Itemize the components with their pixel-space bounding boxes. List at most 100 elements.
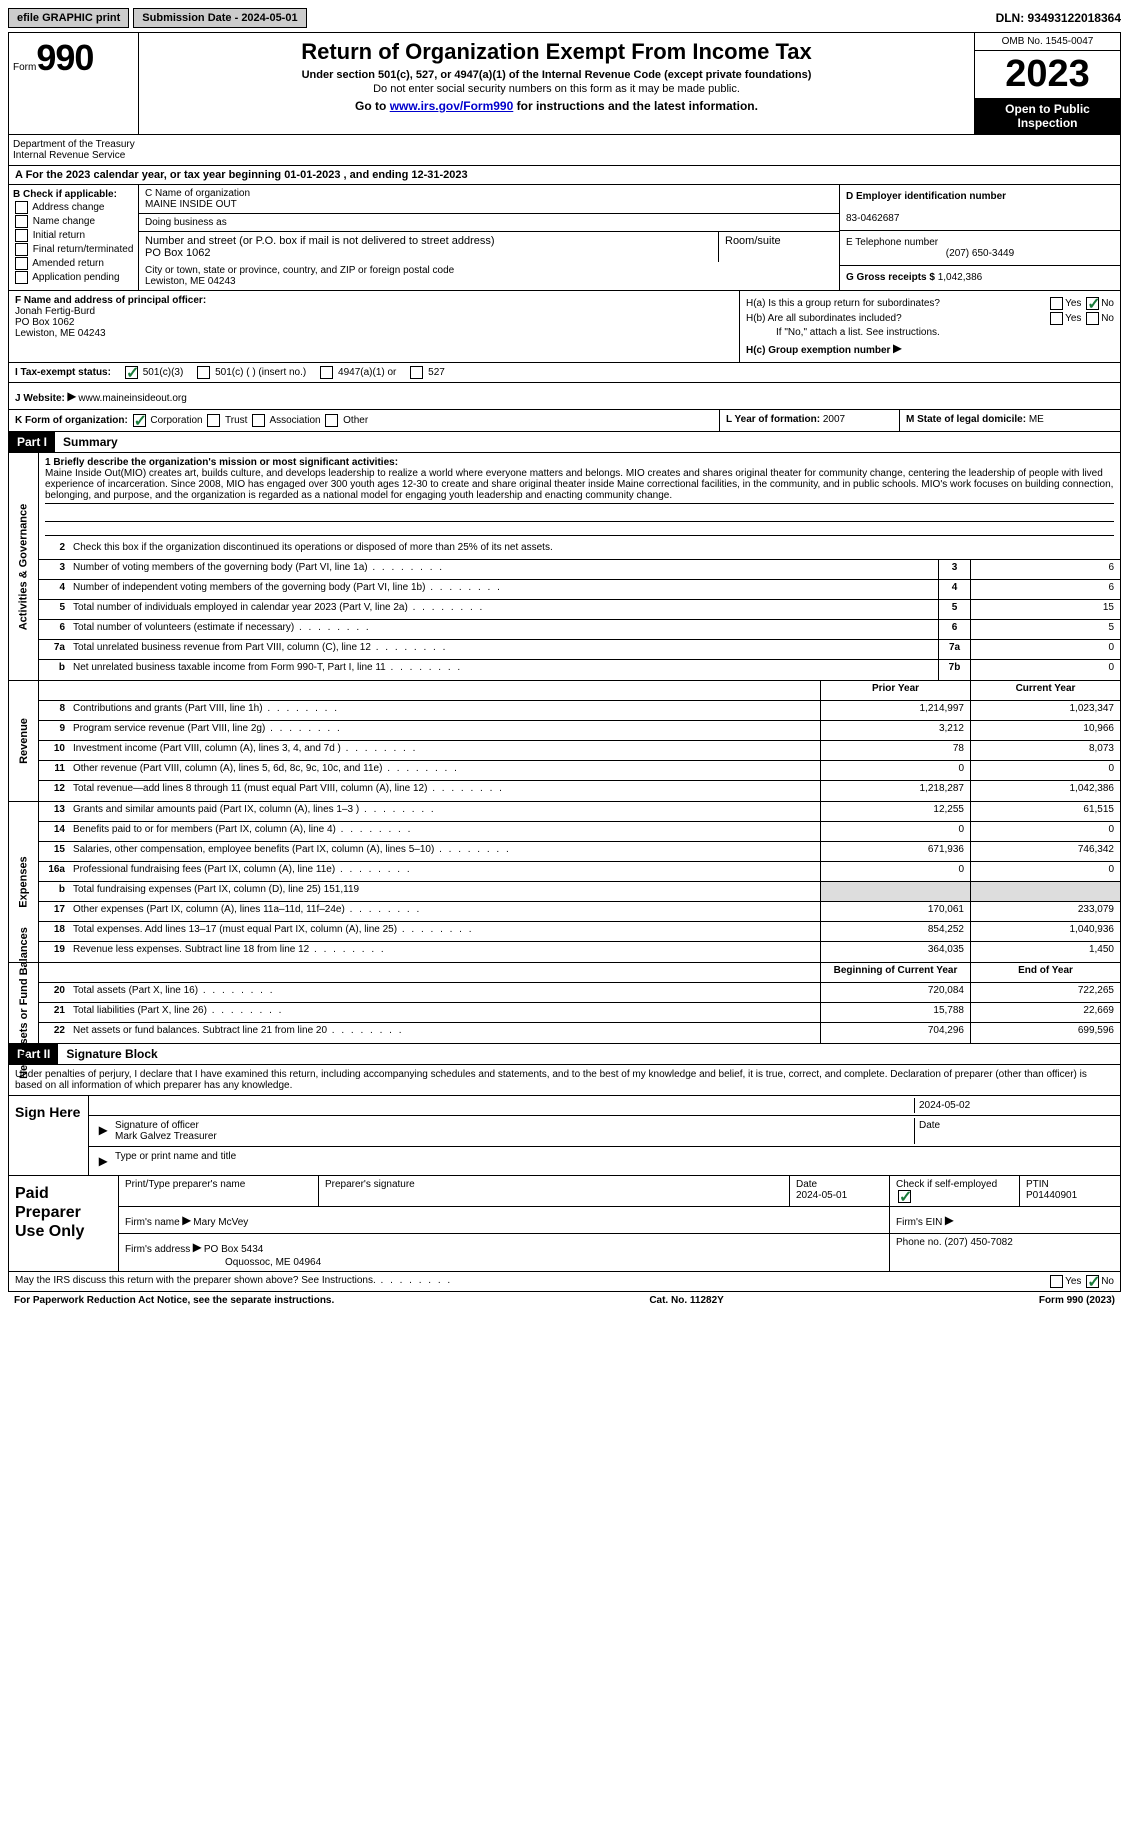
sig-date: 2024-05-02 [914,1098,1114,1113]
m-label: M State of legal domicile: [906,414,1029,425]
firm-city: Oquossoc, ME 04964 [225,1257,321,1268]
discuss-text: May the IRS discuss this return with the… [15,1275,452,1288]
org-name: MAINE INSIDE OUT [145,199,237,210]
col-prior: Prior Year [820,681,970,700]
expenses-section: Expenses 13Grants and similar amounts pa… [8,802,1121,963]
cat-no: Cat. No. 11282Y [649,1295,723,1306]
hb-yes-check[interactable] [1050,312,1063,325]
open-public: Open to Public Inspection [975,98,1120,134]
table-row: 7aTotal unrelated business revenue from … [39,640,1120,660]
part2-header: Part II [9,1044,58,1064]
paid-preparer-section: Paid Preparer Use Only Print/Type prepar… [8,1176,1121,1272]
print-name-label: Print/Type preparer's name [119,1176,319,1206]
dba-label: Doing business as [145,217,227,228]
efile-button[interactable]: efile GRAPHIC print [8,8,129,28]
sig-text: Under penalties of perjury, I declare th… [9,1065,1120,1095]
hb-note: If "No," attach a list. See instructions… [776,327,1114,338]
table-row: bNet unrelated business taxable income f… [39,660,1120,680]
f-label: F Name and address of principal officer: [15,295,206,306]
phone: (207) 650-3449 [946,248,1014,259]
501c3-check[interactable] [125,366,138,379]
k-label: K Form of organization: [15,415,128,426]
room-label: Room/suite [719,232,839,262]
form-number: 990 [36,37,93,78]
table-row: 12Total revenue—add lines 8 through 11 (… [39,781,1120,801]
b-option[interactable]: Name change [13,215,134,228]
4947-check[interactable] [320,366,333,379]
table-row: 17Other expenses (Part IX, column (A), l… [39,902,1120,922]
officer-city: Lewiston, ME 04243 [15,328,106,339]
department: Department of the Treasury Internal Reve… [8,135,1121,166]
gross-receipts: 1,042,386 [938,272,983,283]
table-row: 22Net assets or fund balances. Subtract … [39,1023,1120,1043]
part1-title: Summary [55,432,126,452]
e-label: E Telephone number [846,237,938,248]
table-row: 6Total number of volunteers (estimate if… [39,620,1120,640]
table-row: 14Benefits paid to or for members (Part … [39,822,1120,842]
form-ref: Form 990 (2023) [1039,1295,1115,1306]
l-label: L Year of formation: [726,414,823,425]
firm-phone: (207) 450-7082 [944,1237,1012,1248]
side-net: Net Assets or Fund Balances [18,927,30,1079]
527-check[interactable] [410,366,423,379]
hb-label: H(b) Are all subordinates included? [746,313,902,324]
prep-sig-label: Preparer's signature [319,1176,790,1206]
col-end: End of Year [970,963,1120,982]
b-option[interactable]: Initial return [13,229,134,242]
paid-label: Paid Preparer Use Only [9,1176,119,1271]
officer-name: Jonah Fertig-Burd [15,306,95,317]
state-domicile: ME [1029,414,1044,425]
form-header: Form990 Return of Organization Exempt Fr… [8,32,1121,135]
date-label: Date [914,1118,1114,1144]
irs-link[interactable]: www.irs.gov/Form990 [390,99,514,113]
form-note: Do not enter social security numbers on … [145,83,968,95]
dln: DLN: 93493122018364 [996,11,1121,25]
other-check[interactable] [325,414,338,427]
b-option[interactable]: Application pending [13,271,134,284]
b-option[interactable]: Amended return [13,257,134,270]
side-expenses: Expenses [18,856,30,907]
ha-no-check[interactable] [1086,297,1099,310]
city-label: City or town, state or province, country… [145,265,454,276]
part2-title: Signature Block [58,1044,165,1064]
officer-addr: PO Box 1062 [15,317,74,328]
corp-check[interactable] [133,414,146,427]
501c-check[interactable] [197,366,210,379]
hc-label: H(c) Group exemption number ▸ [746,338,1114,358]
discuss-yes[interactable] [1050,1275,1063,1288]
trust-check[interactable] [207,414,220,427]
table-row: 3Number of voting members of the governi… [39,560,1120,580]
b-option[interactable]: Address change [13,201,134,214]
table-row: 19Revenue less expenses. Subtract line 1… [39,942,1120,962]
ptin: P01440901 [1026,1190,1077,1201]
sig-type: Type or print name and title [111,1149,240,1173]
j-label: J Website: [15,393,68,404]
net-section: Net Assets or Fund Balances Beginning of… [8,963,1121,1044]
activities-section: Activities & Governance 1 Briefly descri… [8,453,1121,681]
city: Lewiston, ME 04243 [145,276,236,287]
ha-yes-check[interactable] [1050,297,1063,310]
signature-section: Under penalties of perjury, I declare th… [8,1065,1121,1176]
table-row: 9Program service revenue (Part VIII, lin… [39,721,1120,741]
topbar: efile GRAPHIC print Submission Date - 20… [8,8,1121,28]
address: PO Box 1062 [145,247,210,259]
ein: 83-0462687 [846,213,899,224]
sign-here: Sign Here [9,1096,89,1175]
b-option[interactable]: Final return/terminated [13,243,134,256]
mission-text: Maine Inside Out(MIO) creates art, build… [45,468,1114,504]
form-label: Form [13,62,36,73]
i-label: I Tax-exempt status: [15,367,111,378]
self-check[interactable] [898,1190,911,1203]
submission-button[interactable]: Submission Date - 2024-05-01 [133,8,306,28]
row-a: A For the 2023 calendar year, or tax yea… [8,166,1121,185]
table-row: 10Investment income (Part VIII, column (… [39,741,1120,761]
revenue-section: Revenue Prior YearCurrent Year 8Contribu… [8,681,1121,802]
d-label: D Employer identification number [846,191,1006,202]
table-row: 5Total number of individuals employed in… [39,600,1120,620]
year-formation: 2007 [823,414,845,425]
website-url: www.maineinsideout.org [78,393,186,404]
discuss-no[interactable] [1086,1275,1099,1288]
col-current: Current Year [970,681,1120,700]
table-row: 11Other revenue (Part VIII, column (A), … [39,761,1120,781]
assoc-check[interactable] [252,414,265,427]
